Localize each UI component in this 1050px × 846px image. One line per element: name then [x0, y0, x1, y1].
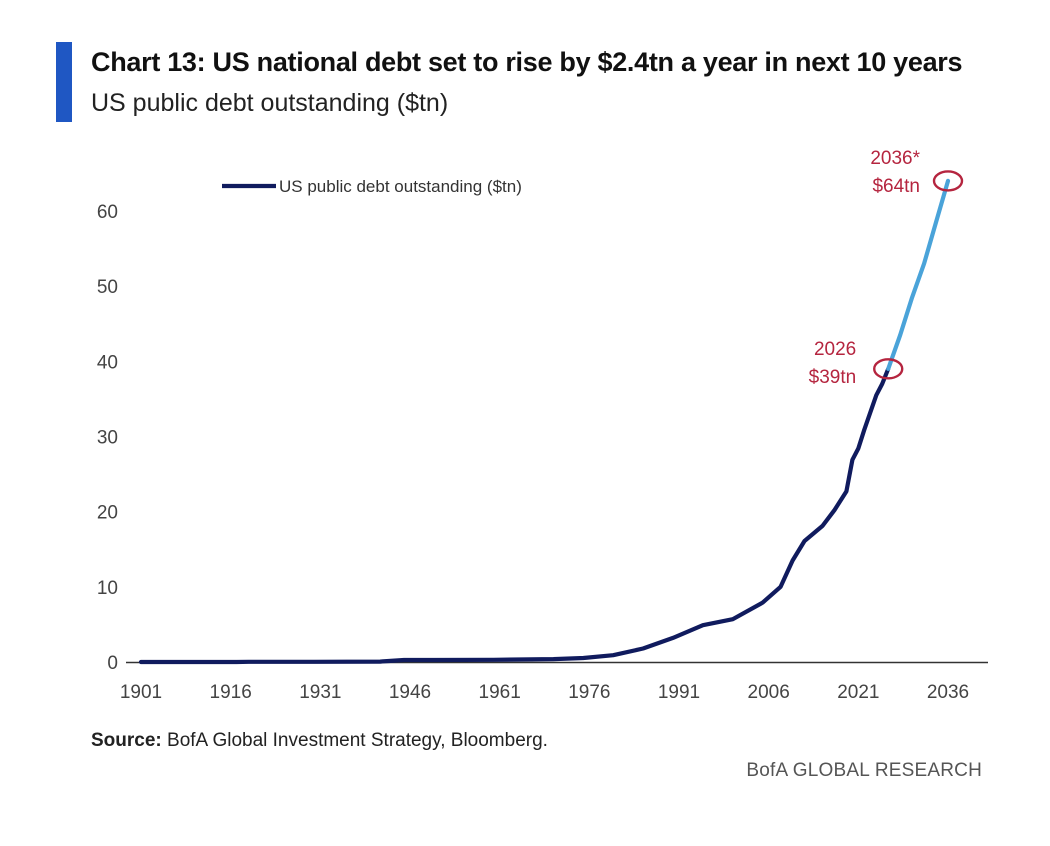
x-tick-label: 2036 [927, 682, 969, 703]
y-tick-label: 50 [97, 277, 118, 298]
y-tick-label: 30 [97, 428, 118, 449]
annotation-value-label: $64tn [872, 176, 920, 197]
chart-title: Chart 13: US national debt set to rise b… [91, 47, 963, 77]
y-tick-label: 20 [97, 503, 118, 524]
y-tick-label: 60 [97, 202, 118, 223]
annotation-circle [932, 170, 964, 192]
x-tick-label: 1916 [210, 682, 252, 703]
chart-subtitle: US public debt outstanding ($tn) [91, 89, 449, 117]
source-note: Source: BofA Global Investment Strategy,… [91, 730, 548, 752]
x-tick-label: 1991 [658, 682, 700, 703]
projection-series-line [886, 178, 951, 371]
x-tick-label: 1976 [568, 682, 610, 703]
y-tick-label: 40 [97, 352, 118, 373]
x-tick-label: 2006 [748, 682, 790, 703]
legend-label: US public debt outstanding ($tn) [279, 177, 522, 196]
x-tick-label: 1931 [299, 682, 341, 703]
y-tick-label: 0 [107, 653, 118, 674]
annotation-year-label: 2036* [870, 148, 920, 169]
historical-series-line [138, 366, 891, 665]
annotation-circle [873, 358, 904, 380]
brand-footer: BofA GLOBAL RESEARCH [746, 760, 982, 781]
y-tick-label: 10 [97, 578, 118, 599]
annotation-year-label: 2026 [814, 339, 856, 360]
annotation-value-label: $39tn [809, 367, 857, 388]
source-label: Source: [91, 730, 162, 751]
x-tick-label: 2021 [837, 682, 879, 703]
source-text: BofA Global Investment Strategy, Bloombe… [167, 730, 548, 751]
x-tick-label: 1901 [120, 682, 162, 703]
x-tick-label: 1946 [389, 682, 431, 703]
x-tick-label: 1961 [479, 682, 521, 703]
title-accent-bar [56, 42, 72, 122]
